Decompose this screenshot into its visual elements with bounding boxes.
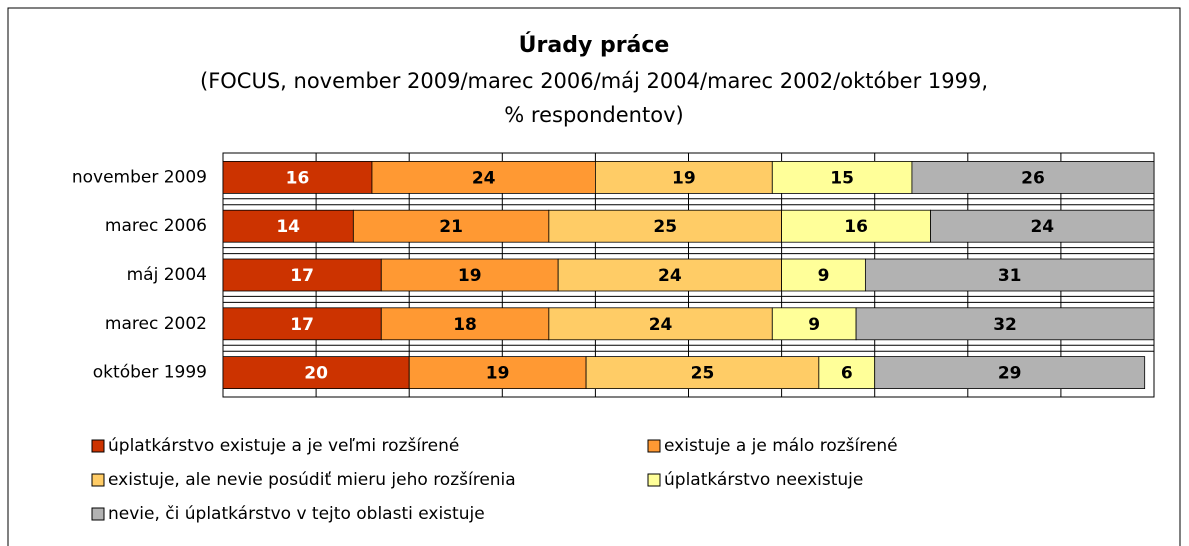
bar-segment: [874, 356, 1146, 390]
value-label: 9: [808, 315, 820, 335]
bar-segment: [222, 209, 354, 243]
bar-segment: [380, 258, 559, 292]
value-label: 26: [1021, 168, 1045, 188]
bar-segment: [548, 307, 773, 341]
legend-swatch: [91, 507, 105, 521]
bar-segment: [352, 209, 550, 243]
y-tick-label: marec 2006: [105, 216, 207, 236]
legend-swatch: [91, 439, 105, 453]
y-tick-label: marec 2002: [105, 314, 207, 334]
chart-title: Úrady práce: [519, 32, 670, 58]
bar-segment: [408, 356, 587, 390]
bar-segment: [855, 307, 1155, 341]
value-label: 17: [290, 266, 314, 286]
bar-segment: [911, 160, 1155, 194]
value-label: 29: [998, 364, 1022, 384]
value-label: 19: [458, 266, 482, 286]
bar-segment: [222, 356, 410, 390]
bar-segment: [557, 258, 782, 292]
legend-label: úplatkárstvo existuje a je veľmi rozšíre…: [108, 436, 459, 456]
value-label: 25: [653, 217, 677, 237]
legend-swatch: [647, 439, 661, 453]
bar-segment: [781, 258, 866, 292]
value-label: 18: [453, 315, 477, 335]
bar-segment: [771, 307, 857, 341]
bar-segment: [371, 160, 596, 194]
bar-segment: [864, 258, 1155, 292]
value-label: 20: [304, 364, 328, 384]
value-label: 31: [998, 266, 1022, 286]
value-label: 24: [649, 315, 673, 335]
bar-segment: [222, 258, 382, 292]
value-label: 9: [818, 266, 830, 286]
value-label: 16: [286, 168, 310, 188]
value-label: 15: [830, 168, 854, 188]
value-label: 24: [1030, 217, 1054, 237]
chart-subtitle: % respondentov): [504, 103, 683, 127]
legend-swatch: [647, 473, 661, 487]
legend-label: existuje a je málo rozšírené: [664, 436, 898, 456]
value-label: 24: [472, 168, 496, 188]
bar-segment: [781, 209, 931, 243]
bar-segment: [595, 160, 773, 194]
bar-segment: [771, 160, 913, 194]
value-label: 16: [844, 217, 868, 237]
frame: [7, 7, 1181, 546]
bar-segment: [548, 209, 782, 243]
chart-subtitle: (FOCUS, november 2009/marec 2006/máj 200…: [200, 69, 988, 93]
value-label: 6: [841, 364, 853, 384]
y-tick-label: október 1999: [93, 363, 207, 383]
bar-segment: [818, 356, 876, 390]
y-tick-label: november 2009: [72, 167, 207, 187]
value-label: 21: [439, 217, 463, 237]
bar-segment: [222, 160, 373, 194]
value-label: 14: [276, 217, 300, 237]
value-label: 19: [486, 364, 510, 384]
value-label: 19: [672, 168, 696, 188]
bar-segment: [222, 307, 382, 341]
y-tick-label: máj 2004: [127, 265, 207, 285]
value-label: 24: [658, 266, 682, 286]
legend-label: nevie, či úplatkárstvo v tejto oblasti e…: [108, 504, 485, 524]
value-label: 17: [290, 315, 314, 335]
bar-segment: [930, 209, 1155, 243]
legend-label: existuje, ale nevie posúdiť mieru jeho r…: [108, 470, 516, 490]
value-label: 32: [993, 315, 1017, 335]
value-label: 25: [691, 364, 715, 384]
legend-swatch: [91, 473, 105, 487]
bar-segment: [380, 307, 550, 341]
legend-label: úplatkárstvo neexistuje: [664, 470, 863, 490]
